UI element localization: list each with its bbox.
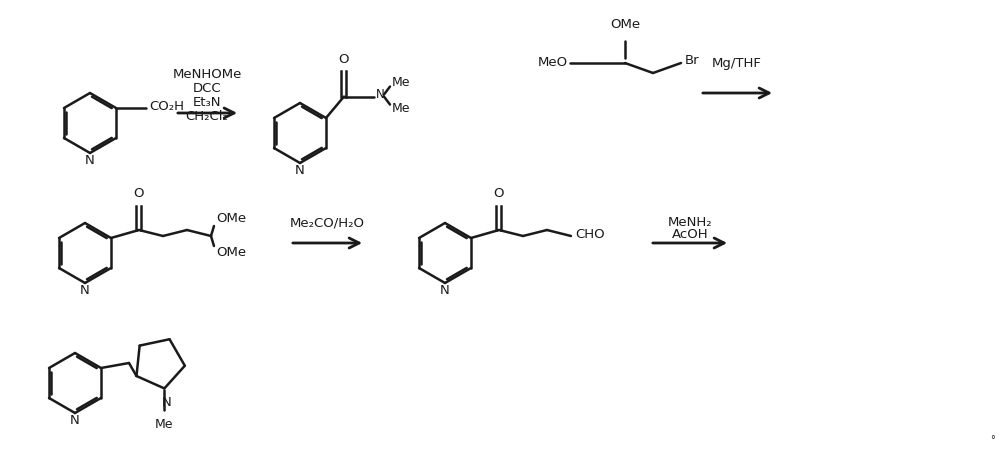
Text: N: N xyxy=(440,284,450,298)
Text: N: N xyxy=(162,396,171,410)
Text: N: N xyxy=(295,164,305,178)
Text: OMe: OMe xyxy=(610,18,640,31)
Text: Mg/THF: Mg/THF xyxy=(712,57,762,69)
Text: OMe: OMe xyxy=(216,246,246,259)
Text: MeNHOMe: MeNHOMe xyxy=(172,68,242,82)
Text: O: O xyxy=(494,187,504,200)
Text: O: O xyxy=(339,53,349,66)
Text: DCC: DCC xyxy=(193,82,221,96)
Text: AcOH: AcOH xyxy=(672,228,708,241)
Text: MeNH₂: MeNH₂ xyxy=(668,217,712,230)
Text: Me₂CO/H₂O: Me₂CO/H₂O xyxy=(290,217,364,230)
Text: N: N xyxy=(70,414,80,428)
Text: CO₂H: CO₂H xyxy=(149,101,184,114)
Text: N: N xyxy=(376,88,385,101)
Text: Me: Me xyxy=(392,102,410,115)
Text: N: N xyxy=(80,284,90,298)
Text: MeO: MeO xyxy=(538,57,568,69)
Text: N: N xyxy=(85,154,95,168)
Text: Me: Me xyxy=(392,76,410,89)
Text: O: O xyxy=(134,187,144,200)
Text: CHO: CHO xyxy=(575,227,605,241)
Text: Br: Br xyxy=(685,54,700,67)
Text: °: ° xyxy=(990,435,995,445)
Text: CH₂Cl₂: CH₂Cl₂ xyxy=(186,111,228,124)
Text: Et₃N: Et₃N xyxy=(193,96,221,110)
Text: Me: Me xyxy=(155,419,174,431)
Text: OMe: OMe xyxy=(216,212,246,225)
